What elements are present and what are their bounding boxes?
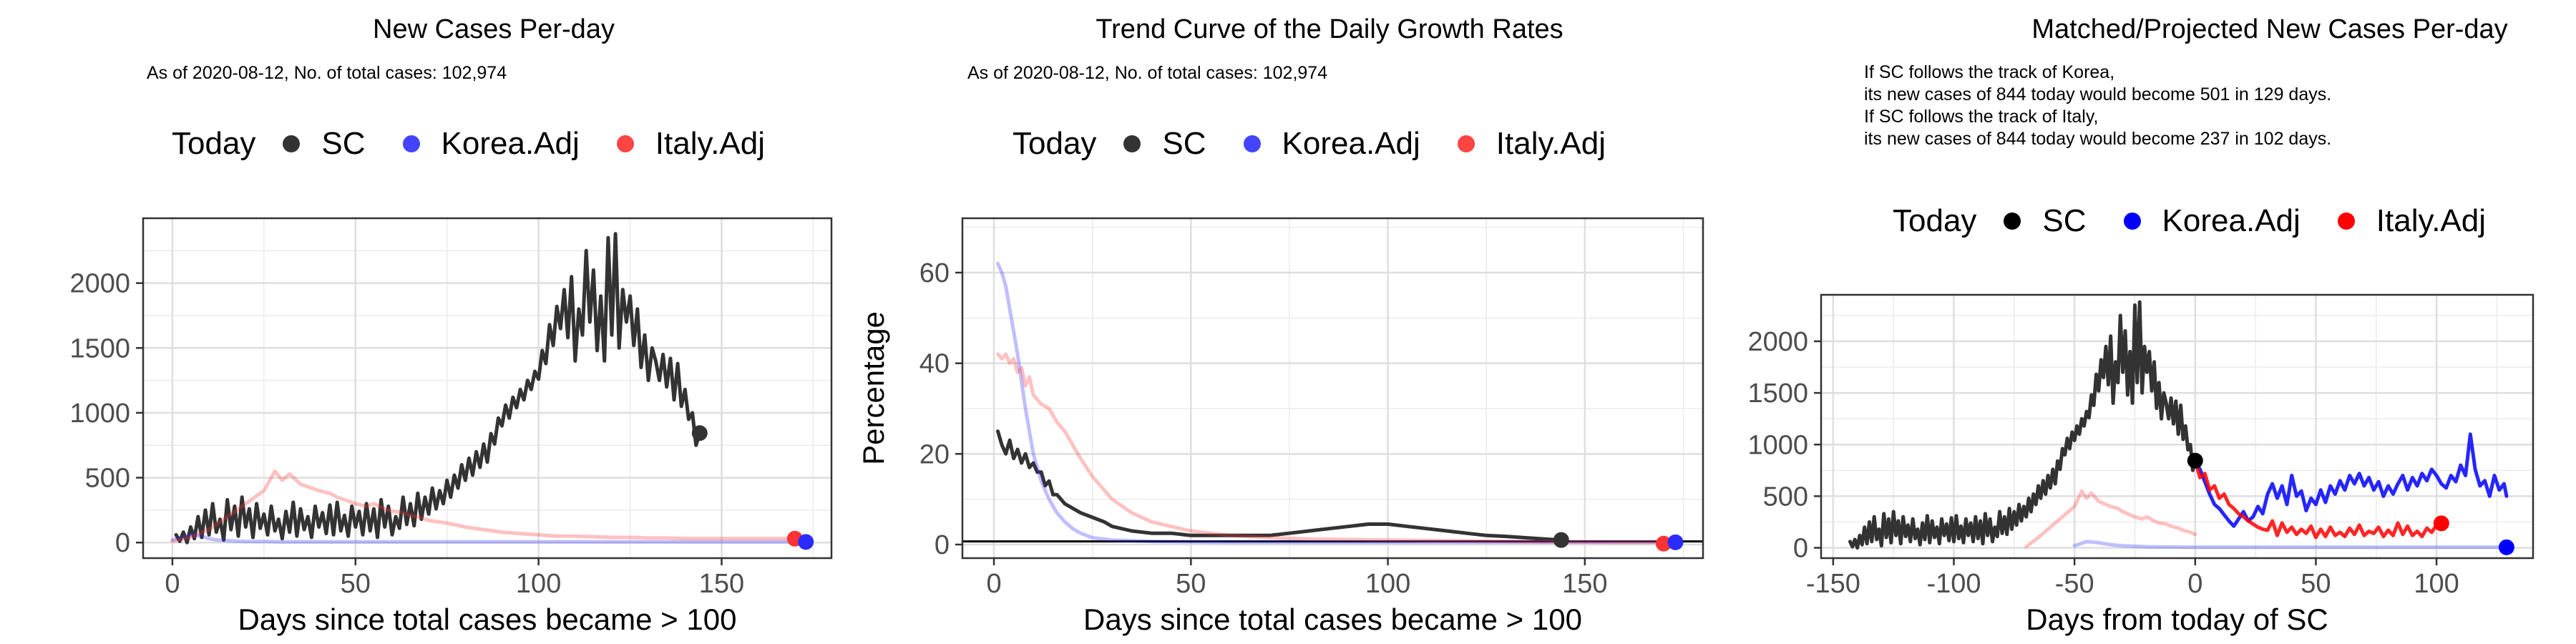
series-line-italy-adj bbox=[170, 469, 797, 543]
chart-legend: Today SC Korea.Adj Italy.Adj bbox=[172, 126, 802, 162]
legend-label-sc: SC bbox=[1162, 126, 1206, 161]
y-axis-label: Percentage bbox=[857, 311, 890, 465]
y-tick-label: 1500 bbox=[1747, 379, 1808, 409]
legend-label-italy: Italy.Adj bbox=[2376, 203, 2487, 238]
legend-title: Today bbox=[1013, 126, 1097, 161]
x-tick-label: -100 bbox=[1926, 569, 1981, 599]
chart-panel-projected: Matched/Projected New Cases Per-day If S… bbox=[1717, 0, 2576, 644]
today-point-korea-adj bbox=[798, 534, 814, 550]
legend-label-korea: Korea.Adj bbox=[2162, 203, 2301, 238]
plot-background bbox=[143, 218, 831, 558]
legend-dot-sc bbox=[1123, 135, 1141, 152]
series-line-korea-adj-matched- bbox=[2072, 540, 2509, 550]
legend-label-sc: SC bbox=[2042, 203, 2087, 238]
today-point-italy-adj bbox=[1655, 535, 1672, 552]
chart-svg: 0 50 100 150 0 20 40 60 Days since total cases b… bbox=[857, 217, 1704, 636]
today-point-sc bbox=[691, 425, 708, 441]
y-tick-label: 1000 bbox=[69, 399, 130, 429]
chart-subtitle: As of 2020-08-12, No. of total cases: 10… bbox=[147, 63, 507, 83]
chart-title: Trend Curve of the Daily Growth Rates bbox=[1096, 14, 1563, 44]
x-tick-label: 50 bbox=[1176, 569, 1206, 599]
legend-title: Today bbox=[1893, 203, 1977, 238]
chart-panel-new-cases: New Cases Per-day As of 2020-08-12, No. … bbox=[0, 0, 859, 644]
chart-legend: Today SC Korea.Adj Italy.Adj bbox=[1893, 203, 2523, 239]
series-line-sc bbox=[1848, 300, 2197, 550]
y-tick-label: 40 bbox=[919, 349, 950, 379]
legend-dot-sc bbox=[2004, 213, 2021, 230]
legend-label-korea: Korea.Adj bbox=[441, 126, 580, 161]
plot-border bbox=[1820, 293, 2534, 560]
legend-dot-italy bbox=[1457, 135, 1475, 152]
note-line: If SC follows the track of Korea, bbox=[1864, 62, 2115, 82]
legend-dot-italy bbox=[2337, 213, 2355, 230]
chart-panel-growth-rates: Trend Curve of the Daily Growth Rates As… bbox=[857, 0, 1717, 644]
chart-title: New Cases Per-day bbox=[373, 14, 615, 44]
legend-label-italy: Italy.Adj bbox=[655, 126, 766, 161]
x-tick-label: -150 bbox=[1806, 569, 1860, 599]
x-tick-label: 0 bbox=[165, 569, 180, 599]
x-axis-label: Days since total cases became > 100 bbox=[1083, 602, 1582, 636]
series-line-sc bbox=[174, 232, 702, 545]
legend-dot-korea bbox=[2123, 213, 2141, 230]
note-line: If SC follows the track of Italy, bbox=[1864, 107, 2099, 127]
chart-title: Matched/Projected New Cases Per-day bbox=[2031, 14, 2508, 44]
plot-background bbox=[962, 218, 1703, 558]
y-tick-label: 500 bbox=[85, 464, 130, 494]
x-tick-label: 0 bbox=[2187, 569, 2202, 599]
x-tick-label: 50 bbox=[341, 569, 371, 599]
legend-dot-korea bbox=[1243, 135, 1261, 152]
x-tick-label: 100 bbox=[516, 569, 561, 599]
x-tick-label: 100 bbox=[2414, 569, 2459, 599]
y-tick-label: 60 bbox=[919, 258, 950, 288]
y-tick-label: 2000 bbox=[1747, 327, 1808, 357]
y-tick-label: 1500 bbox=[69, 333, 130, 364]
y-tick-label: 0 bbox=[935, 530, 950, 560]
legend-dot-korea bbox=[402, 135, 420, 152]
today-point-sc bbox=[2187, 452, 2203, 469]
legend-label-sc: SC bbox=[321, 126, 366, 161]
chart-note: If SC follows the track of Korea, its ne… bbox=[1864, 62, 2331, 150]
y-tick-label: 500 bbox=[1763, 482, 1808, 512]
x-tick-label: 50 bbox=[2301, 569, 2331, 599]
x-axis-label: Days from today of SC bbox=[2026, 602, 2328, 636]
plot-border bbox=[961, 217, 1704, 560]
chart-legend: Today SC Korea.Adj Italy.Adj bbox=[1013, 126, 1643, 162]
legend-dot-italy bbox=[616, 135, 634, 152]
legend-title: Today bbox=[172, 126, 256, 161]
legend-dot-sc bbox=[283, 135, 301, 152]
x-tick-label: -50 bbox=[2055, 569, 2094, 599]
note-line: its new cases of 844 today would become … bbox=[1864, 129, 2332, 149]
today-point-korea-adj bbox=[2498, 539, 2514, 555]
x-tick-label: 0 bbox=[986, 569, 1001, 599]
today-point-korea-adj bbox=[1667, 534, 1684, 550]
today-point-sc bbox=[1553, 532, 1569, 548]
series-line-sc bbox=[996, 429, 1563, 542]
legend-label-italy: Italy.Adj bbox=[1496, 126, 1606, 161]
x-tick-label: 150 bbox=[699, 569, 744, 599]
series-line-italy-adj bbox=[2193, 459, 2444, 540]
y-tick-label: 1000 bbox=[1747, 430, 1808, 460]
legend-label-korea: Korea.Adj bbox=[1282, 126, 1420, 161]
chart-subtitle: As of 2020-08-12, No. of total cases: 10… bbox=[967, 63, 1328, 83]
y-tick-label: 0 bbox=[115, 528, 130, 558]
y-tick-label: 0 bbox=[1793, 534, 1808, 564]
x-tick-label: 100 bbox=[1365, 569, 1410, 599]
x-axis-label: Days since total cases became > 100 bbox=[238, 602, 737, 636]
x-tick-label: 150 bbox=[1562, 569, 1607, 599]
series-line-korea-adj bbox=[170, 532, 808, 544]
series-line-italy-adj bbox=[996, 352, 1666, 545]
y-tick-label: 20 bbox=[919, 439, 950, 469]
plot-border bbox=[142, 217, 833, 560]
note-line: its new cases of 844 today would become … bbox=[1864, 84, 2332, 104]
y-tick-label: 2000 bbox=[69, 269, 130, 299]
series-line-korea-adj bbox=[996, 261, 1677, 545]
series-line-italy-adj-matched- bbox=[2024, 489, 2197, 549]
today-point-italy-adj bbox=[2433, 515, 2449, 532]
